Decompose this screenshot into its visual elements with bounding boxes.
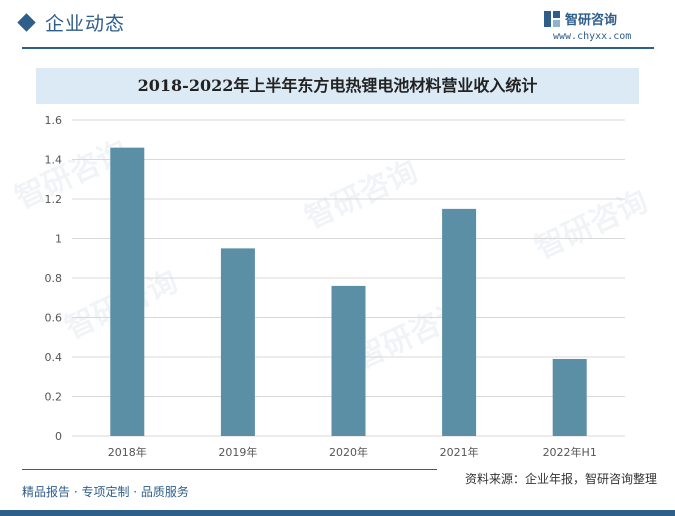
- x-tick-label: 2022年H1: [543, 445, 597, 459]
- bar-chart: 0 0.2 0.4 0.6 0.8 1 1.2 1.4 1.6 2018年 2019年 2020年 20…: [45, 114, 625, 459]
- chart-title: 2018-2022年上半年东方电热锂电池材料营业收入统计: [137, 76, 538, 95]
- y-tick-label: 1.4: [45, 154, 63, 167]
- diamond-icon: [17, 13, 36, 32]
- x-tick-label: 2019年: [218, 445, 257, 459]
- footer-tagline: 精品报告 · 专项定制 · 品质服务: [22, 485, 189, 499]
- bar: [331, 285, 366, 436]
- brand-name: 智研咨询: [565, 13, 618, 28]
- x-tick-label: 2018年: [108, 445, 147, 459]
- y-tick-label: 1.6: [45, 114, 63, 127]
- y-tick-label: 0: [55, 430, 62, 443]
- bar: [442, 208, 477, 436]
- chart-title-band: 2018-2022年上半年东方电热锂电池材料营业收入统计: [36, 68, 639, 104]
- header-divider: [22, 47, 654, 49]
- source-note: 资料来源：企业年报，智研咨询整理: [464, 472, 657, 486]
- y-tick-label: 1.2: [45, 193, 63, 206]
- page-header: 企业动态 智研咨询 www.chyxx.com: [0, 0, 675, 50]
- bottom-stripe: [0, 510, 675, 516]
- bar: [220, 248, 255, 436]
- x-tick-label: 2021年: [440, 445, 479, 459]
- section-title: 企业动态: [45, 13, 126, 35]
- page-footer: 精品报告 · 专项定制 · 品质服务 资料来源：企业年报，智研咨询整理: [0, 460, 675, 516]
- bar: [552, 358, 587, 436]
- footer-divider: [22, 469, 437, 470]
- brand-logo-icon: [544, 11, 560, 27]
- y-tick-label: 0.4: [45, 351, 63, 364]
- brand: 智研咨询 www.chyxx.com: [543, 6, 653, 46]
- bar: [110, 147, 145, 436]
- brand-url: www.chyxx.com: [553, 31, 632, 42]
- y-tick-label: 0.6: [45, 312, 63, 325]
- y-tick-label: 1: [55, 233, 62, 246]
- y-tick-label: 0.8: [45, 272, 63, 285]
- y-tick-label: 0.2: [45, 391, 63, 404]
- x-tick-label: 2020年: [329, 445, 368, 459]
